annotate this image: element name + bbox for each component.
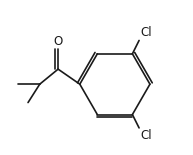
Text: Cl: Cl [140,129,152,142]
Text: O: O [53,35,63,48]
Text: Cl: Cl [140,27,152,39]
